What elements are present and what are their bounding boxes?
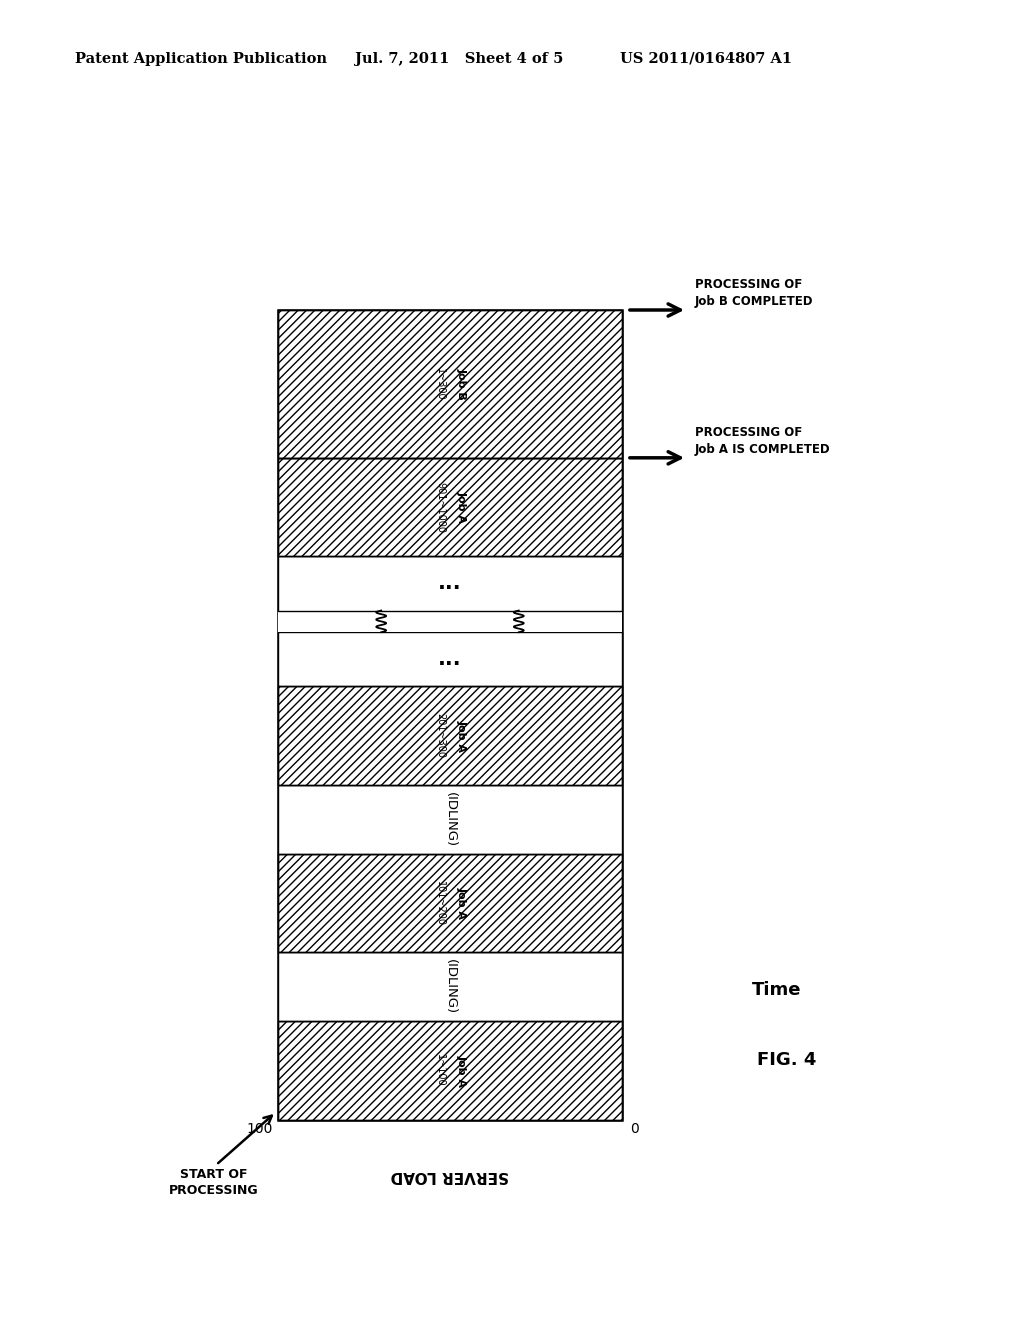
- Text: Job A: Job A: [457, 719, 467, 751]
- Bar: [278, 310, 622, 1119]
- Bar: [278, 611, 622, 632]
- Text: FIG. 4: FIG. 4: [758, 1051, 817, 1069]
- Text: Job A: Job A: [457, 1055, 467, 1086]
- Text: 1~100: 1~100: [435, 1055, 445, 1088]
- Text: Jul. 7, 2011   Sheet 4 of 5: Jul. 7, 2011 Sheet 4 of 5: [355, 51, 563, 66]
- Text: 101~200: 101~200: [435, 880, 445, 925]
- Text: START OF
PROCESSING: START OF PROCESSING: [169, 1168, 259, 1197]
- Text: 201~300: 201~300: [435, 713, 445, 758]
- Bar: [278, 854, 622, 953]
- Text: (IDLING): (IDLING): [443, 792, 457, 847]
- Bar: [278, 686, 622, 785]
- Bar: [278, 458, 622, 556]
- Text: 901~1000: 901~1000: [435, 482, 445, 532]
- Bar: [278, 854, 622, 953]
- Text: ...: ...: [438, 573, 462, 594]
- Text: PROCESSING OF
Job B COMPLETED: PROCESSING OF Job B COMPLETED: [695, 279, 813, 308]
- Text: Job B: Job B: [457, 368, 467, 400]
- Text: Time: Time: [753, 981, 802, 999]
- Bar: [278, 854, 622, 953]
- Text: 0: 0: [630, 1122, 639, 1137]
- Bar: [278, 1022, 622, 1119]
- Bar: [278, 1022, 622, 1119]
- Bar: [278, 686, 622, 785]
- Bar: [278, 310, 622, 458]
- Text: SERVER LOAD: SERVER LOAD: [391, 1168, 509, 1183]
- Text: 1~300: 1~300: [435, 367, 445, 400]
- Bar: [278, 310, 622, 458]
- Bar: [278, 953, 622, 1022]
- Text: PROCESSING OF
Job A IS COMPLETED: PROCESSING OF Job A IS COMPLETED: [695, 426, 830, 455]
- Text: 100: 100: [247, 1122, 273, 1137]
- Bar: [278, 686, 622, 785]
- Bar: [278, 458, 622, 556]
- Text: Job A: Job A: [457, 887, 467, 919]
- Bar: [278, 556, 622, 611]
- Bar: [278, 632, 622, 686]
- Text: (IDLING): (IDLING): [443, 960, 457, 1015]
- Text: ...: ...: [438, 649, 462, 669]
- Bar: [278, 1022, 622, 1119]
- Bar: [278, 785, 622, 854]
- Text: Job A: Job A: [457, 491, 467, 523]
- Bar: [278, 458, 622, 556]
- Text: Patent Application Publication: Patent Application Publication: [75, 51, 327, 66]
- Bar: [278, 310, 622, 458]
- Text: US 2011/0164807 A1: US 2011/0164807 A1: [620, 51, 793, 66]
